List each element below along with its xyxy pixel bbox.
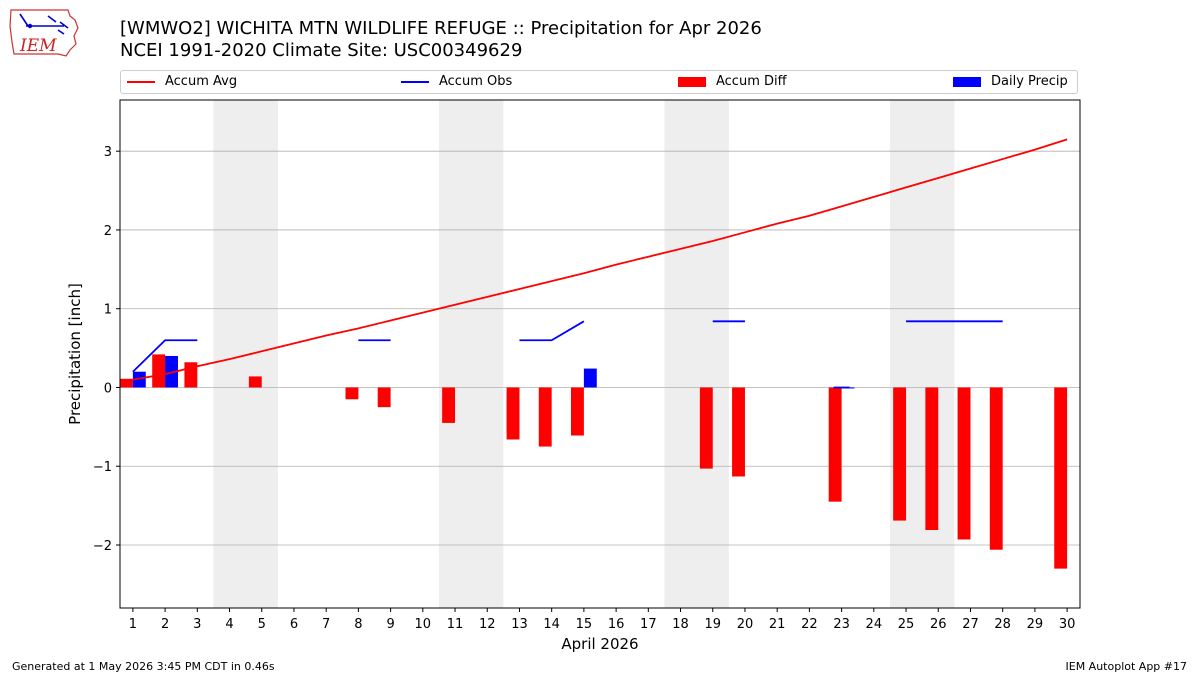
accum-diff-bar-day-9 [377,387,391,408]
footer-app-text: IEM Autoplot App #17 [1065,660,1188,673]
x-tick-label-26: 26 [930,617,947,632]
y-tick-label-0: 3 [104,145,112,160]
legend-item-accum-obs: Accum Obs [401,74,512,89]
iem-logo: IEM [9,9,79,57]
accum-diff-bar-day-27 [957,387,971,540]
x-tick-label-30: 30 [1059,617,1076,632]
legend-item-accum-diff: Accum Diff [678,74,787,89]
x-tick-label-11: 11 [447,617,464,632]
x-tick-label-8: 8 [354,617,362,632]
y-tick-label-1: 2 [104,224,112,239]
weekend-shading-layer [213,100,955,608]
accum-diff-bar-day-8 [345,387,359,400]
x-tick-label-18: 18 [672,617,689,632]
accum-diff-bar-day-25 [893,387,907,521]
accum-diff-bar-day-23 [828,387,842,502]
x-tick-label-9: 9 [386,617,394,632]
accum-diff-bar-day-19 [699,387,713,469]
x-tick-label-17: 17 [640,617,657,632]
accum-diff-bar-day-28 [989,387,1003,550]
chart-subtitle: NCEI 1991-2020 Climate Site: USC00349629 [120,40,523,61]
accum-diff-bar-day-5 [248,376,262,388]
accum-diff-bar-day-30 [1054,387,1068,569]
daily-precip-bar-day-15 [583,368,597,388]
weather-symbol-icon [19,13,69,35]
accum-avg-line [132,138,1068,381]
x-tick-label-6: 6 [290,617,298,632]
x-tick-label-25: 25 [898,617,915,632]
x-tick-label-15: 15 [576,617,593,632]
x-tick-label-3: 3 [193,617,201,632]
y-axis-label: Precipitation [inch] [66,283,84,425]
x-tick-label-19: 19 [704,617,721,632]
weekend-shade-4 [889,100,955,608]
x-tick-label-14: 14 [543,617,560,632]
accum-diff-bar-day-13 [506,387,520,440]
x-tick-label-10: 10 [415,617,432,632]
weekend-shade-3 [664,100,729,608]
accum-diff-bar-day-14 [538,387,552,447]
x-tick-label-21: 21 [769,617,786,632]
grid-layer [120,150,1080,546]
y-tick-label-2: 1 [104,303,112,318]
x-tick-label-5: 5 [258,617,266,632]
accum-diff-bar-day-20 [732,387,745,477]
accum-diff-bar-day-15 [571,387,584,436]
legend-label-accum-diff: Accum Diff [716,74,787,89]
accum-diff-bar-day-11 [442,387,456,423]
footer-generated-text: Generated at 1 May 2026 3:45 PM CDT in 0… [12,660,275,673]
legend-item-accum-avg: Accum Avg [127,74,237,89]
x-axis-label: April 2026 [561,635,638,653]
accum-diff-bar-day-1 [120,378,133,388]
plot-frame [119,99,1081,609]
x-tick-label-28: 28 [994,617,1011,632]
y-tick-label-3: 0 [104,381,112,396]
station-dot-icon [27,23,33,29]
accum-obs-segment-3 [519,320,585,342]
x-tick-label-20: 20 [737,617,754,632]
x-tick-label-23: 23 [833,617,850,632]
accum-diff-bar-day-26 [925,387,939,531]
x-tick-label-24: 24 [866,617,883,632]
accum-obs-segment-1 [132,339,198,373]
y-tick-label-4: −1 [93,460,112,475]
legend-swatch-daily-precip [953,76,981,87]
x-tick-label-22: 22 [801,617,818,632]
y-tick-label-5: −2 [93,539,112,554]
iowa-outline-shape [9,9,79,57]
legend-swatch-accum-diff [678,76,706,87]
x-tick-label-4: 4 [225,617,233,632]
x-tick-label-27: 27 [962,617,979,632]
legend-label-accum-avg: Accum Avg [165,74,238,89]
line-layer [132,138,1068,389]
legend-item-daily-precip: Daily Precip [953,74,1068,89]
x-tick-label-12: 12 [479,617,496,632]
legend-label-accum-obs: Accum Obs [439,74,513,89]
daily-precip-bar-day-1 [132,371,146,388]
logo-text: IEM [19,36,57,56]
chart-title: [WMWO2] WICHITA MTN WILDLIFE REFUGE :: P… [120,18,762,39]
x-tick-label-7: 7 [322,617,330,632]
accum-diff-bar-day-2 [152,354,166,388]
x-tick-label-13: 13 [511,617,528,632]
legend-label-daily-precip: Daily Precip [991,74,1068,89]
chart-legend: Accum Avg Accum Obs Accum Diff Daily Pre… [120,70,1078,94]
x-tick-label-16: 16 [608,617,625,632]
legend-swatch-accum-avg [127,80,155,83]
x-tick-label-1: 1 [129,617,137,632]
legend-swatch-accum-obs [401,80,429,83]
weekend-shade-2 [438,100,504,608]
weekend-shade-1 [213,100,278,608]
x-tick-label-2: 2 [161,617,169,632]
x-tick-label-29: 29 [1027,617,1044,632]
